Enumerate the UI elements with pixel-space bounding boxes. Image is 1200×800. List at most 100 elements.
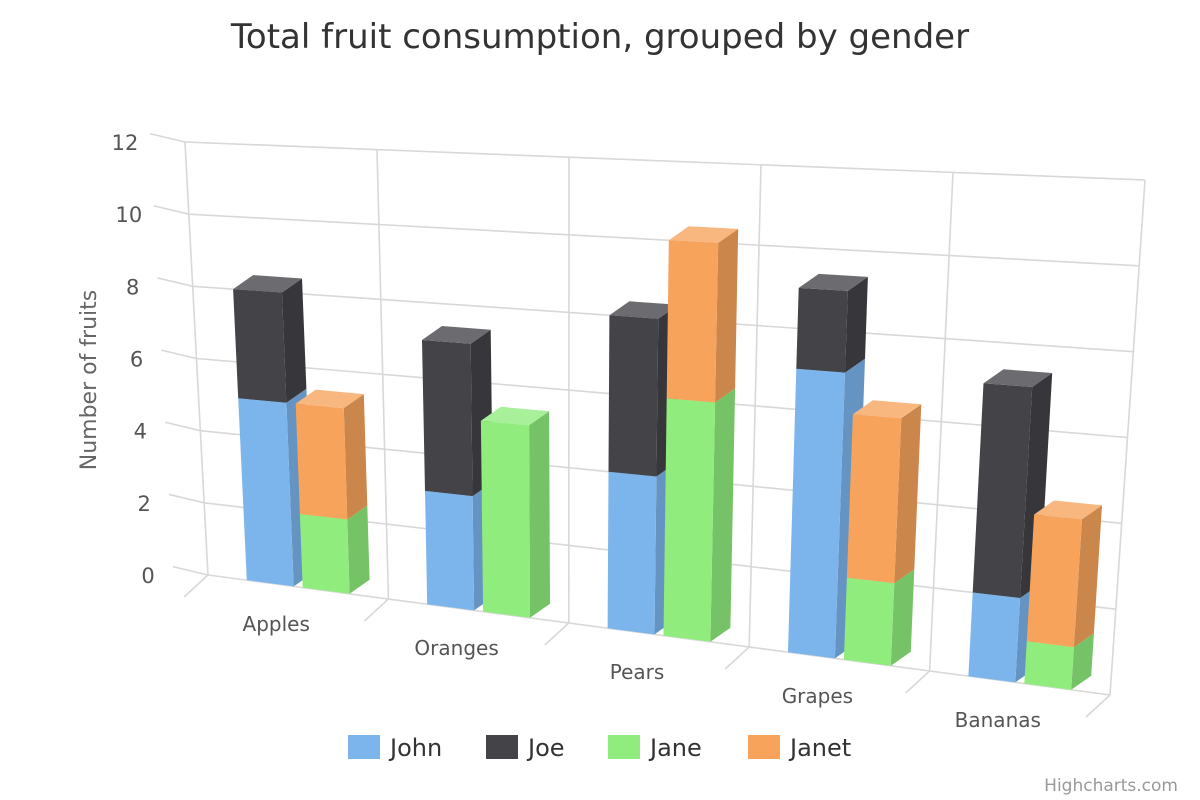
- bar-front: [788, 368, 845, 659]
- gridline-side: [149, 132, 186, 143]
- bar-apples-janet[interactable]: [295, 389, 368, 520]
- bar-top: [668, 226, 739, 243]
- bar-front: [972, 383, 1033, 598]
- y-tick-label: 2: [137, 492, 150, 516]
- x-category-label: Apples: [243, 612, 310, 636]
- bar-front: [843, 577, 895, 666]
- bar-front: [238, 398, 294, 587]
- legend-label: Joe: [526, 734, 565, 762]
- x-category-label: Grapes: [782, 684, 853, 708]
- y-axis-label: Number of fruits: [77, 290, 102, 471]
- bar-top: [609, 301, 679, 319]
- bar-front: [663, 398, 716, 642]
- legend-item-joe[interactable]: Joe: [486, 734, 565, 762]
- y-tick-label: 10: [115, 203, 142, 227]
- bar-front: [666, 240, 719, 403]
- bar-apples-joe[interactable]: [233, 275, 307, 403]
- gridline-side: [168, 493, 205, 504]
- gridline-side: [161, 349, 197, 360]
- x-category-label: Oranges: [414, 636, 498, 660]
- y-tick-label: 6: [130, 348, 143, 372]
- bar-side: [845, 276, 868, 373]
- legend-item-john[interactable]: John: [348, 734, 442, 762]
- gridline-floor: [183, 574, 209, 598]
- bar-top: [233, 275, 302, 293]
- bar-front: [233, 289, 287, 403]
- legend-label: Janet: [788, 734, 851, 762]
- bar-oranges-jane[interactable]: [480, 406, 550, 618]
- bar-front: [1026, 514, 1082, 648]
- gridline-horizontal: [184, 141, 1146, 181]
- bar-side: [715, 228, 739, 403]
- bar-side: [1073, 505, 1102, 648]
- bar-side: [890, 569, 915, 666]
- legend-swatch: [608, 735, 640, 759]
- gridline-side: [172, 565, 209, 576]
- bar-grapes-joe[interactable]: [796, 273, 868, 373]
- bars: [233, 226, 1102, 690]
- bar-front: [968, 592, 1021, 683]
- gridline-vertical: [1109, 179, 1146, 696]
- bar-pears-jane[interactable]: [663, 384, 736, 642]
- bar-side: [1020, 373, 1053, 598]
- gridline-floor: [363, 598, 389, 622]
- chart-title: Total fruit consumption, grouped by gend…: [230, 17, 969, 57]
- bar-front: [480, 420, 530, 618]
- gridline-floor: [1085, 694, 1111, 718]
- gridline-side: [157, 277, 193, 288]
- bar-side: [710, 388, 736, 642]
- gridline-vertical: [928, 172, 954, 672]
- legend-swatch: [486, 735, 518, 759]
- gridline-horizontal: [207, 574, 1111, 696]
- bar-side: [343, 394, 368, 520]
- bar-front: [796, 287, 848, 373]
- bar-side: [347, 505, 370, 594]
- bar-front: [608, 315, 659, 477]
- bar-side: [894, 404, 922, 584]
- legend[interactable]: John Joe Jane Janet: [348, 734, 851, 762]
- gridline-floor: [724, 646, 750, 670]
- y-tick-label: 4: [134, 420, 147, 444]
- gridline-side: [164, 421, 201, 432]
- bar-grapes-janet[interactable]: [846, 400, 922, 584]
- bar-front: [295, 403, 348, 520]
- bar-front: [422, 340, 473, 497]
- bar-bananas-janet[interactable]: [1026, 500, 1102, 648]
- gridline-vertical: [184, 141, 209, 576]
- bar-front: [1024, 641, 1074, 690]
- bar-side: [1071, 633, 1094, 690]
- gridline-floor: [544, 622, 570, 646]
- bar-top: [1034, 500, 1102, 520]
- legend-swatch: [348, 735, 380, 759]
- gridline-floor: [905, 670, 931, 694]
- bar-front: [607, 471, 657, 635]
- x-category-label: Bananas: [955, 708, 1041, 732]
- legend-item-janet[interactable]: Janet: [748, 734, 851, 762]
- x-category-label: Pears: [610, 660, 665, 684]
- legend-label: Jane: [648, 734, 702, 762]
- bar-side: [282, 278, 307, 403]
- gridline-vertical: [376, 149, 390, 600]
- bar-top: [295, 389, 364, 409]
- bar-front: [846, 414, 902, 584]
- bar-front: [299, 514, 350, 594]
- category-labels: Apples Oranges Pears Grapes Bananas: [243, 612, 1041, 732]
- gridline-side: [153, 204, 190, 215]
- legend-label: John: [388, 734, 442, 762]
- legend-item-jane[interactable]: Jane: [608, 734, 702, 762]
- y-tick-label: 12: [112, 131, 139, 155]
- bar-top: [480, 406, 550, 426]
- bar-top: [422, 326, 491, 344]
- gridline-vertical: [748, 164, 762, 648]
- bar-top: [852, 400, 922, 419]
- credits-link[interactable]: Highcharts.com: [1044, 776, 1178, 796]
- gridline-horizontal: [188, 213, 1140, 267]
- y-axis-ticks: 0 2 4 6 8 10 12: [112, 131, 155, 588]
- bar-front: [425, 490, 475, 611]
- bar-bananas-joe[interactable]: [972, 369, 1053, 598]
- y-tick-label: 8: [126, 275, 139, 299]
- bar-pears-janet[interactable]: [666, 226, 739, 403]
- legend-swatch: [748, 735, 780, 759]
